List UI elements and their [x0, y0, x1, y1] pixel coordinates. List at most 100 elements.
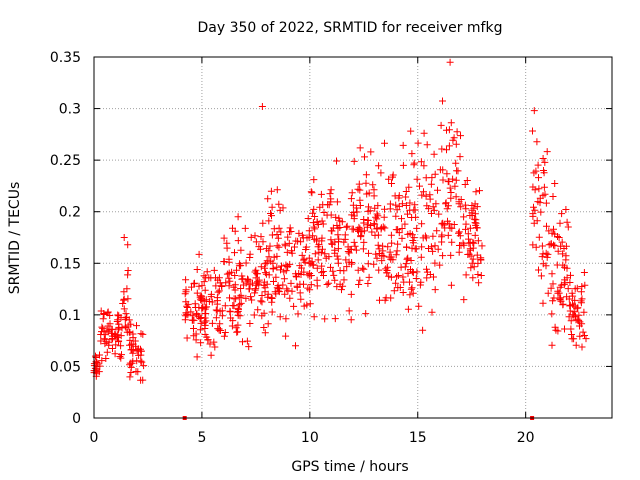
data-point	[368, 228, 376, 236]
data-point	[460, 296, 468, 304]
data-point	[193, 266, 201, 273]
data-point	[258, 292, 266, 299]
data-point	[382, 265, 390, 273]
data-point	[223, 270, 231, 278]
data-point	[474, 271, 482, 278]
data-point	[465, 239, 473, 247]
data-point	[535, 233, 543, 241]
data-point	[220, 234, 228, 242]
data-point	[429, 247, 437, 255]
data-point	[327, 236, 335, 244]
data-point	[452, 193, 460, 201]
data-point	[308, 189, 316, 197]
data-point	[452, 176, 460, 184]
data-point	[468, 212, 476, 219]
data-point	[117, 332, 125, 340]
data-point	[443, 146, 450, 154]
x-tick-label: 0	[90, 430, 99, 446]
data-point	[347, 316, 355, 324]
data-point	[182, 276, 190, 284]
data-point	[254, 278, 262, 286]
data-point	[99, 324, 107, 332]
data-point	[265, 271, 273, 279]
data-point	[123, 285, 131, 293]
data-point	[532, 167, 540, 175]
data-point	[108, 329, 115, 337]
data-point	[418, 220, 426, 228]
data-point	[408, 284, 416, 292]
data-point	[529, 127, 536, 135]
data-point	[449, 175, 457, 183]
data-point	[370, 192, 378, 200]
data-point	[532, 243, 540, 251]
data-point	[297, 271, 305, 278]
data-point	[453, 128, 461, 136]
data-point	[304, 215, 312, 222]
data-point	[208, 319, 216, 327]
data-point	[431, 242, 439, 250]
data-point	[246, 281, 254, 289]
data-point	[287, 228, 295, 235]
data-point	[357, 232, 365, 240]
data-point	[455, 248, 463, 256]
data-point	[113, 331, 121, 339]
data-point	[192, 336, 200, 344]
data-point	[246, 250, 254, 258]
data-point	[411, 206, 419, 214]
data-point	[350, 238, 358, 246]
data-point	[232, 295, 240, 303]
data-point	[547, 240, 555, 248]
data-point	[260, 281, 268, 289]
data-point	[387, 253, 395, 261]
data-point	[270, 225, 278, 233]
data-point	[134, 368, 142, 376]
data-point	[383, 269, 391, 277]
data-point	[234, 308, 242, 315]
data-point	[252, 274, 260, 282]
data-point	[581, 281, 589, 289]
data-point	[392, 251, 400, 259]
data-point	[388, 180, 395, 187]
data-point	[386, 200, 394, 208]
data-point	[548, 341, 556, 349]
data-point	[334, 245, 342, 253]
data-point	[457, 196, 465, 203]
data-point	[392, 279, 400, 287]
data-point	[579, 328, 587, 336]
data-point	[566, 279, 574, 286]
data-point	[263, 280, 271, 288]
data-point	[450, 221, 458, 228]
data-point	[306, 286, 314, 294]
data-point	[416, 182, 423, 190]
data-point	[310, 223, 318, 231]
data-point	[266, 242, 274, 250]
data-point	[218, 283, 226, 290]
data-point	[301, 258, 309, 266]
data-point	[348, 189, 356, 197]
data-point	[571, 308, 579, 316]
y-tick-label: 0.35	[50, 50, 81, 66]
data-point	[120, 305, 128, 313]
data-point	[545, 227, 553, 235]
data-point	[381, 205, 388, 213]
data-point	[333, 222, 341, 229]
data-point	[267, 187, 275, 195]
data-point	[252, 281, 260, 289]
data-point	[340, 238, 348, 246]
y-tick-label: 0.1	[59, 308, 81, 324]
data-point	[553, 261, 561, 269]
data-point	[462, 220, 470, 228]
data-point	[318, 269, 326, 277]
data-point	[304, 284, 312, 292]
data-point	[580, 308, 588, 316]
data-point	[373, 224, 381, 232]
data-point	[343, 263, 351, 271]
data-point	[428, 174, 436, 182]
data-point	[111, 350, 119, 358]
data-point	[409, 269, 417, 277]
data-point	[122, 324, 130, 331]
data-point	[280, 275, 288, 283]
data-point	[140, 362, 148, 370]
data-point	[327, 186, 335, 194]
data-point	[227, 314, 235, 322]
